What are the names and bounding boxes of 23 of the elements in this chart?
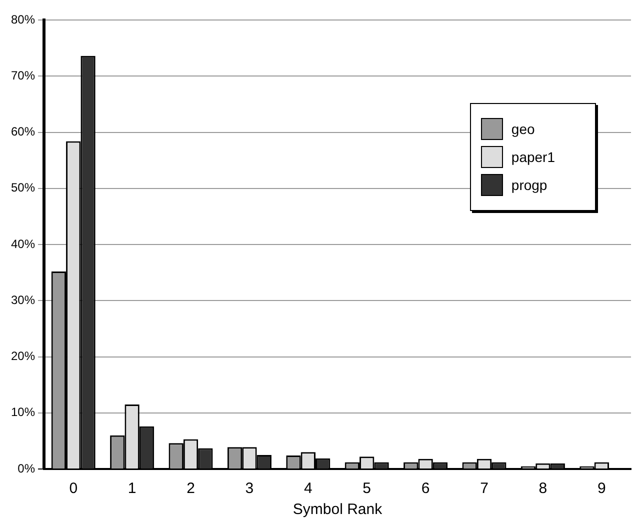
legend-label: geo: [511, 121, 535, 137]
legend-label: paper1: [511, 149, 555, 165]
y-tick-label: 60%: [10, 124, 36, 139]
x-tick-label: 9: [597, 480, 606, 498]
x-tick-label: 3: [245, 480, 254, 498]
x-tick-label: 8: [538, 480, 548, 498]
y-tick-label: 70%: [10, 68, 36, 82]
y-tick-label: 0%: [18, 461, 36, 476]
y-tick-label: 50%: [10, 180, 36, 195]
y-tick-label: 40%: [10, 236, 36, 251]
x-tick-label: 4: [304, 480, 312, 498]
x-tick-label: 0: [69, 480, 78, 498]
y-tick-label: 80%: [10, 12, 36, 26]
x-tick-label: 2: [186, 480, 195, 498]
x-tick-label: 5: [362, 480, 372, 498]
y-tick-label: 20%: [10, 349, 36, 364]
x-axis-title: Symbol Rank: [292, 501, 383, 518]
x-tick-label: 1: [128, 480, 136, 498]
y-tick-label: 10%: [10, 405, 36, 420]
legend-label: progp: [511, 177, 548, 193]
x-tick-label: 6: [421, 480, 430, 498]
x-tick-label: 7: [480, 480, 488, 498]
y-tick-label: 30%: [10, 292, 36, 307]
